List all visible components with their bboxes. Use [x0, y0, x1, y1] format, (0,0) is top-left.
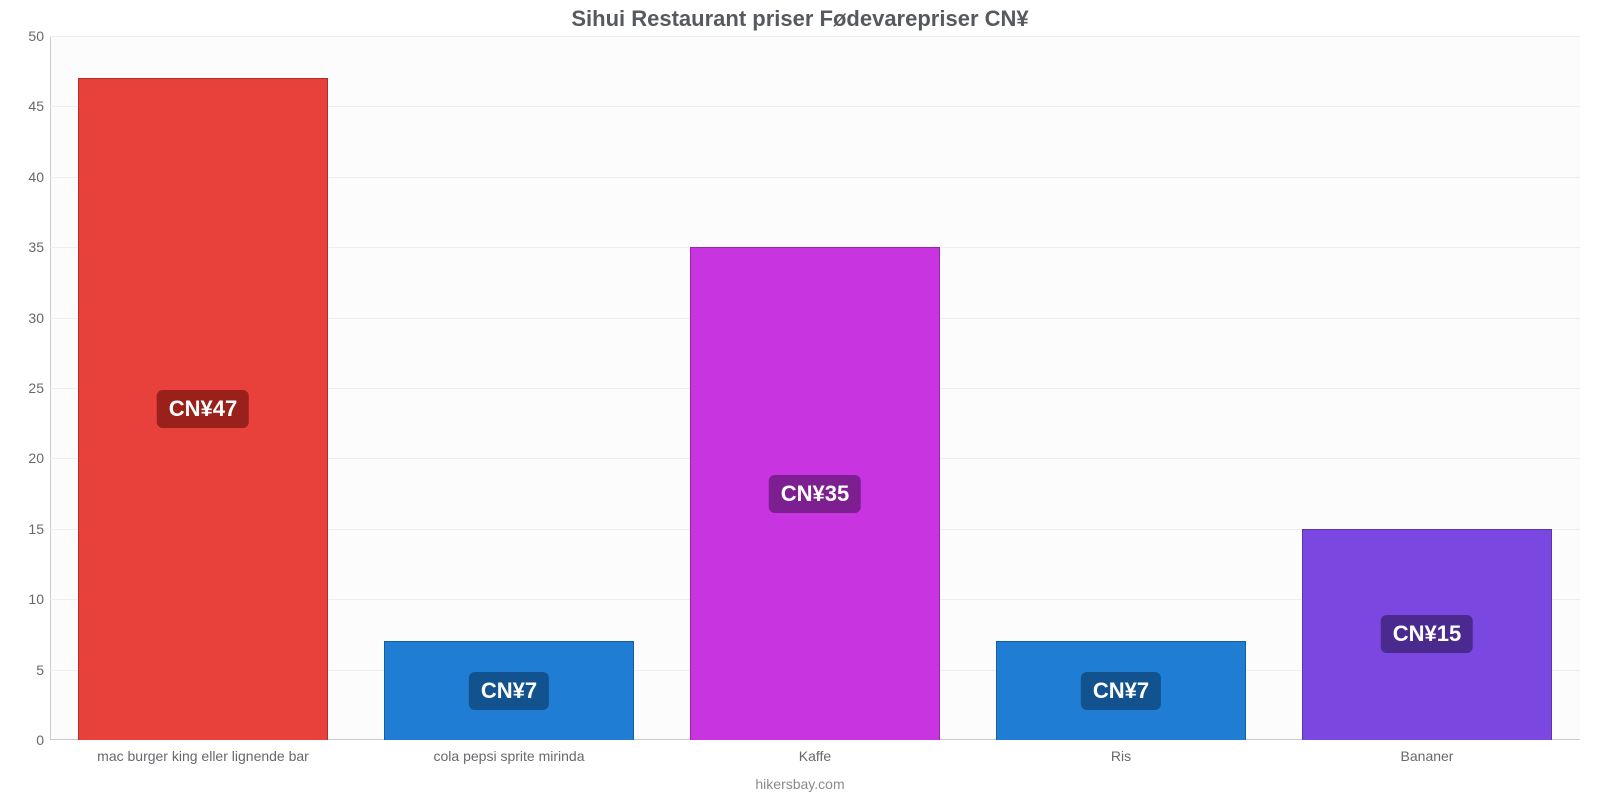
y-tick-label: 50 [10, 28, 44, 44]
x-tick-label: Ris [1111, 748, 1131, 764]
bar-slot: CN¥15Bananer [1274, 36, 1580, 740]
y-tick-label: 0 [10, 732, 44, 748]
value-badge: CN¥7 [469, 672, 549, 710]
chart-title: Sihui Restaurant priser Fødevarepriser C… [0, 6, 1600, 32]
bar-slot: CN¥35Kaffe [662, 36, 968, 740]
y-tick-label: 25 [10, 380, 44, 396]
y-tick-label: 5 [10, 662, 44, 678]
plot-area: CN¥47mac burger king eller lignende barC… [50, 36, 1580, 740]
value-badge: CN¥7 [1081, 672, 1161, 710]
x-tick-label: cola pepsi sprite mirinda [434, 748, 585, 764]
x-tick-label: mac burger king eller lignende bar [97, 748, 309, 764]
y-tick-label: 40 [10, 169, 44, 185]
bar-slot: CN¥47mac burger king eller lignende bar [50, 36, 356, 740]
bar-chart: Sihui Restaurant priser Fødevarepriser C… [0, 0, 1600, 800]
y-tick-label: 15 [10, 521, 44, 537]
bar-slot: CN¥7Ris [968, 36, 1274, 740]
y-tick-label: 20 [10, 450, 44, 466]
chart-footer: hikersbay.com [0, 776, 1600, 792]
x-tick-label: Bananer [1401, 748, 1454, 764]
y-tick-label: 10 [10, 591, 44, 607]
y-tick-label: 35 [10, 239, 44, 255]
value-badge: CN¥15 [1381, 615, 1473, 653]
value-badge: CN¥35 [769, 475, 861, 513]
x-tick-label: Kaffe [799, 748, 831, 764]
y-tick-label: 45 [10, 98, 44, 114]
bar-slot: CN¥7cola pepsi sprite mirinda [356, 36, 662, 740]
y-tick-label: 30 [10, 310, 44, 326]
value-badge: CN¥47 [157, 390, 249, 428]
